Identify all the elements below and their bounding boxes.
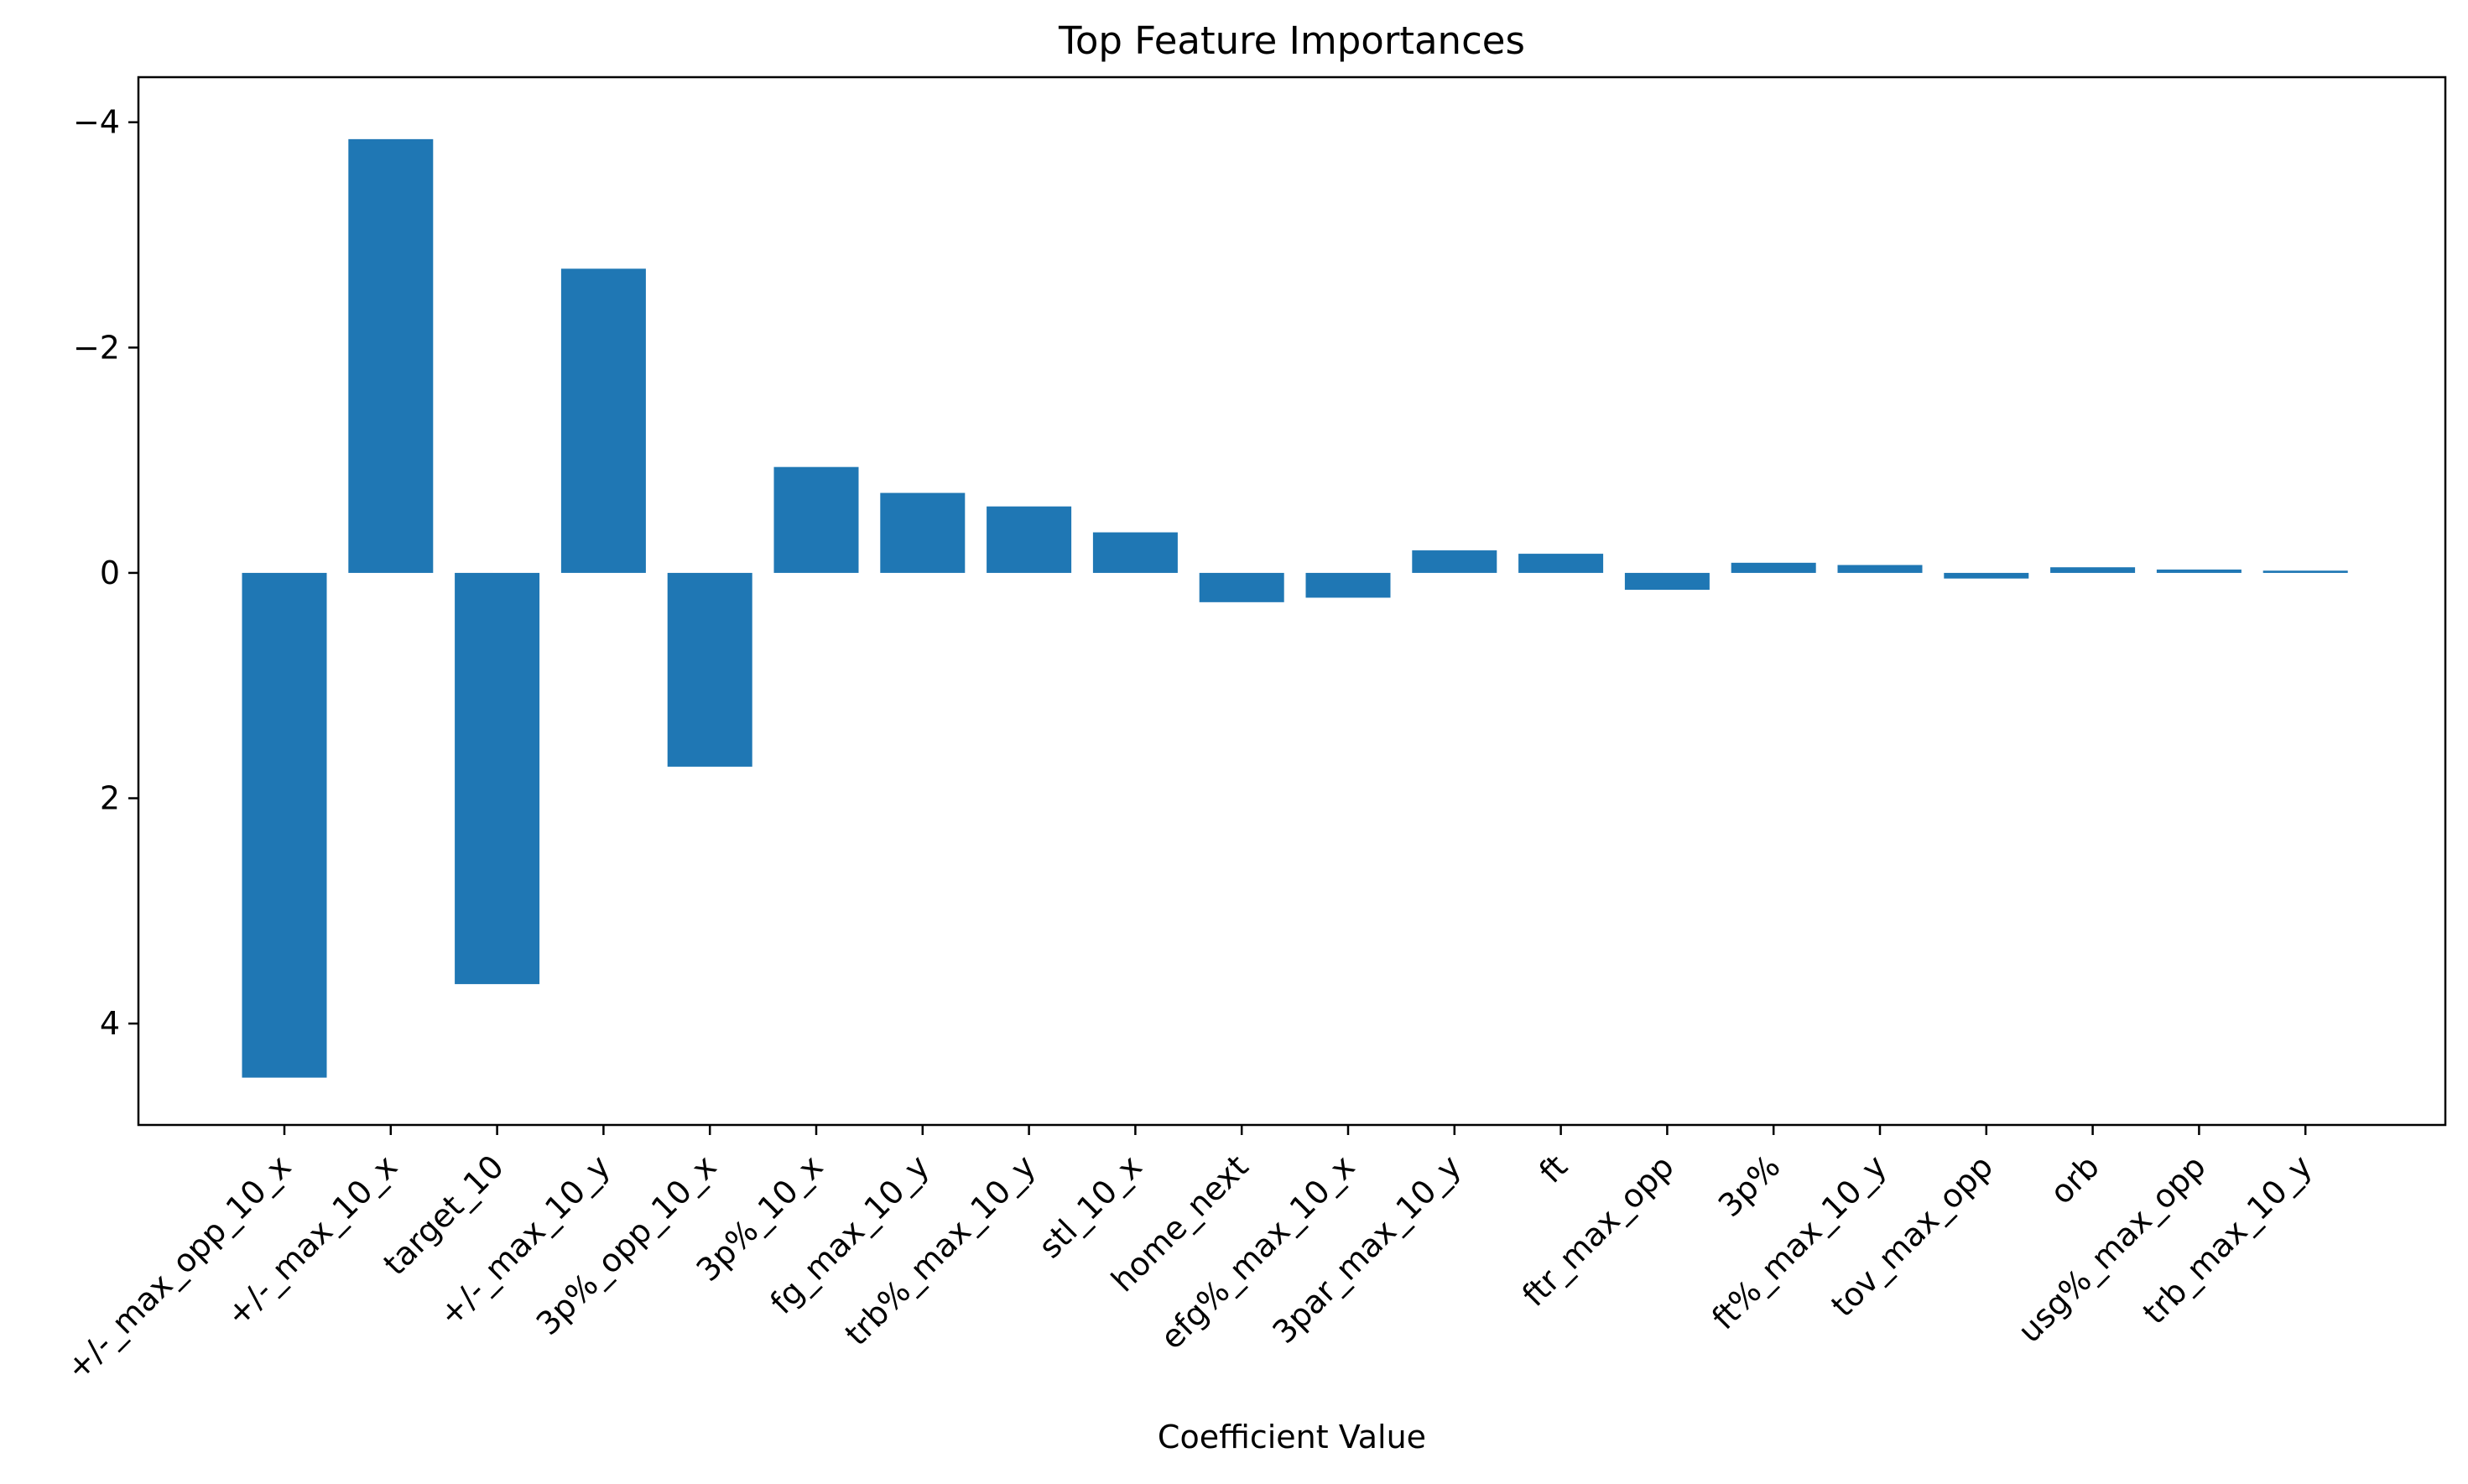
plot-frame bbox=[137, 76, 2447, 1127]
bar bbox=[242, 572, 327, 1078]
y-tick-label: 4 bbox=[100, 1005, 120, 1042]
y-axis: −4 −2 0 2 4 bbox=[73, 104, 138, 1042]
bar bbox=[1518, 554, 1604, 573]
bar bbox=[1412, 550, 1497, 573]
y-tick-label: −2 bbox=[73, 329, 120, 366]
bar bbox=[2050, 567, 2136, 573]
bar bbox=[1944, 572, 2029, 579]
bar bbox=[560, 268, 646, 573]
bar bbox=[2156, 569, 2242, 573]
bar bbox=[880, 492, 966, 573]
bar bbox=[1837, 565, 1923, 573]
y-tick-label: −4 bbox=[73, 104, 120, 141]
bar bbox=[773, 466, 859, 573]
chart-title: Top Feature Importances bbox=[1058, 18, 1525, 63]
bars-layer bbox=[242, 138, 2348, 1078]
x-axis-label: Coefficient Value bbox=[1158, 1419, 1426, 1455]
bar bbox=[1305, 572, 1391, 598]
bar bbox=[1624, 572, 1710, 591]
bar bbox=[987, 506, 1072, 573]
y-tick-label: 2 bbox=[100, 780, 120, 817]
y-tick-label: 0 bbox=[100, 555, 120, 591]
bar bbox=[2262, 570, 2348, 573]
bar bbox=[1092, 532, 1178, 573]
bar bbox=[455, 572, 540, 985]
bar bbox=[667, 572, 752, 767]
bar bbox=[1199, 572, 1284, 602]
bar bbox=[348, 138, 434, 573]
bar bbox=[1731, 562, 1816, 573]
